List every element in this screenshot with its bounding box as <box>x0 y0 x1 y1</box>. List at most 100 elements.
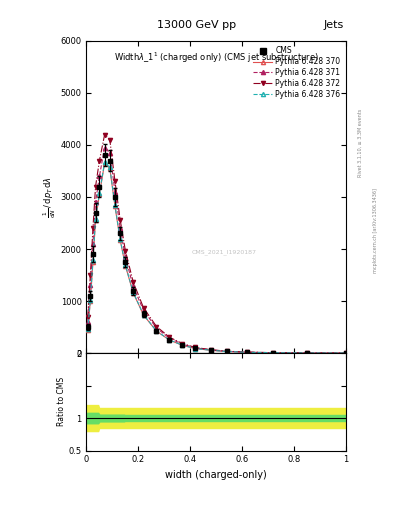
Text: Rivet 3.1.10, ≥ 3.3M events: Rivet 3.1.10, ≥ 3.3M events <box>358 109 363 178</box>
Pythia 6.428 371 <box>90 241 95 247</box>
Pythia 6.428 370 <box>343 350 348 356</box>
Pythia 6.428 372 <box>141 305 146 311</box>
Text: Jets: Jets <box>323 20 344 31</box>
Pythia 6.428 370 <box>118 237 123 243</box>
Pythia 6.428 376 <box>85 326 90 332</box>
Pythia 6.428 372 <box>113 178 118 184</box>
Pythia 6.428 370 <box>113 203 118 209</box>
Legend: CMS, Pythia 6.428 370, Pythia 6.428 371, Pythia 6.428 372, Pythia 6.428 376: CMS, Pythia 6.428 370, Pythia 6.428 371,… <box>252 45 342 100</box>
Pythia 6.428 370 <box>102 160 107 166</box>
Bar <box>86 415 346 421</box>
Pythia 6.428 376 <box>118 237 123 243</box>
Pythia 6.428 370 <box>141 312 146 318</box>
Pythia 6.428 372 <box>85 313 90 319</box>
Pythia 6.428 371 <box>113 189 118 195</box>
Pythia 6.428 371 <box>118 225 123 231</box>
Pythia 6.428 371 <box>85 319 90 325</box>
Text: Width$\lambda\_1^1$ (charged only) (CMS jet substructure): Width$\lambda\_1^1$ (charged only) (CMS … <box>114 50 319 65</box>
Pythia 6.428 372 <box>154 324 159 330</box>
Pythia 6.428 370 <box>90 259 95 265</box>
Pythia 6.428 370 <box>93 217 98 223</box>
Pythia 6.428 376 <box>131 289 136 295</box>
Line: Pythia 6.428 371: Pythia 6.428 371 <box>86 145 348 355</box>
Pythia 6.428 376 <box>123 262 128 268</box>
Pythia 6.428 372 <box>118 217 123 223</box>
Pythia 6.428 371 <box>245 349 250 355</box>
Pythia 6.428 370 <box>167 337 172 343</box>
Pythia 6.428 370 <box>88 298 93 304</box>
Bar <box>86 408 346 428</box>
Pythia 6.428 370 <box>107 165 112 172</box>
Pythia 6.428 370 <box>193 346 198 352</box>
Pythia 6.428 371 <box>131 283 136 289</box>
Pythia 6.428 371 <box>180 341 185 347</box>
Text: 13000 GeV pp: 13000 GeV pp <box>157 20 236 31</box>
Pythia 6.428 371 <box>305 350 309 356</box>
Pythia 6.428 371 <box>224 348 229 354</box>
Pythia 6.428 370 <box>97 191 102 198</box>
Pythia 6.428 372 <box>88 272 93 278</box>
Pythia 6.428 376 <box>113 202 118 208</box>
Pythia 6.428 370 <box>245 349 250 355</box>
Pythia 6.428 376 <box>88 297 93 303</box>
Pythia 6.428 376 <box>154 328 159 334</box>
Pythia 6.428 371 <box>88 282 93 288</box>
Pythia 6.428 372 <box>167 334 172 340</box>
Pythia 6.428 370 <box>154 328 159 334</box>
Pythia 6.428 371 <box>271 350 275 356</box>
Pythia 6.428 370 <box>271 350 275 356</box>
Pythia 6.428 376 <box>107 164 112 170</box>
Pythia 6.428 372 <box>193 345 198 351</box>
Pythia 6.428 371 <box>193 345 198 351</box>
Pythia 6.428 372 <box>209 347 213 353</box>
Line: Pythia 6.428 376: Pythia 6.428 376 <box>86 160 348 355</box>
Y-axis label: $\frac{1}{\mathrm{d}N}\,/\,\mathrm{d}p_T\,\mathrm{d}\lambda$: $\frac{1}{\mathrm{d}N}\,/\,\mathrm{d}p_T… <box>41 176 58 218</box>
Pythia 6.428 372 <box>245 349 250 355</box>
Pythia 6.428 371 <box>102 144 107 151</box>
Pythia 6.428 376 <box>180 342 185 348</box>
Pythia 6.428 372 <box>123 247 128 253</box>
Pythia 6.428 372 <box>224 348 229 354</box>
Pythia 6.428 372 <box>90 225 95 231</box>
Pythia 6.428 370 <box>180 342 185 348</box>
Pythia 6.428 372 <box>271 350 275 356</box>
Pythia 6.428 372 <box>180 340 185 347</box>
Pythia 6.428 376 <box>209 347 213 353</box>
Pythia 6.428 371 <box>209 347 213 353</box>
Pythia 6.428 372 <box>343 350 348 356</box>
Pythia 6.428 372 <box>305 350 309 356</box>
Pythia 6.428 372 <box>102 132 107 138</box>
Pythia 6.428 370 <box>305 350 309 356</box>
Pythia 6.428 376 <box>271 350 275 356</box>
Pythia 6.428 370 <box>85 327 90 333</box>
Pythia 6.428 376 <box>193 346 198 352</box>
Pythia 6.428 370 <box>209 347 213 353</box>
Pythia 6.428 371 <box>107 150 112 156</box>
Pythia 6.428 371 <box>154 325 159 331</box>
Pythia 6.428 376 <box>93 216 98 222</box>
Pythia 6.428 371 <box>123 254 128 260</box>
Pythia 6.428 371 <box>93 199 98 205</box>
X-axis label: width (charged-only): width (charged-only) <box>165 470 267 480</box>
Y-axis label: Ratio to CMS: Ratio to CMS <box>57 377 66 426</box>
Text: mcplots.cern.ch [arXiv:1306.3436]: mcplots.cern.ch [arXiv:1306.3436] <box>373 188 378 273</box>
Pythia 6.428 372 <box>107 137 112 143</box>
Pythia 6.428 370 <box>123 263 128 269</box>
Pythia 6.428 376 <box>245 349 250 355</box>
Pythia 6.428 376 <box>167 337 172 343</box>
Pythia 6.428 376 <box>90 258 95 264</box>
Pythia 6.428 376 <box>141 312 146 318</box>
Pythia 6.428 376 <box>305 350 309 356</box>
Pythia 6.428 371 <box>97 173 102 179</box>
Pythia 6.428 371 <box>167 335 172 342</box>
Pythia 6.428 376 <box>97 190 102 197</box>
Pythia 6.428 371 <box>343 350 348 356</box>
Line: Pythia 6.428 372: Pythia 6.428 372 <box>86 133 348 355</box>
Line: Pythia 6.428 370: Pythia 6.428 370 <box>86 161 348 355</box>
Pythia 6.428 371 <box>141 307 146 313</box>
Pythia 6.428 370 <box>224 349 229 355</box>
Pythia 6.428 372 <box>93 183 98 189</box>
Pythia 6.428 376 <box>224 349 229 355</box>
Pythia 6.428 376 <box>343 350 348 356</box>
Pythia 6.428 370 <box>131 290 136 296</box>
